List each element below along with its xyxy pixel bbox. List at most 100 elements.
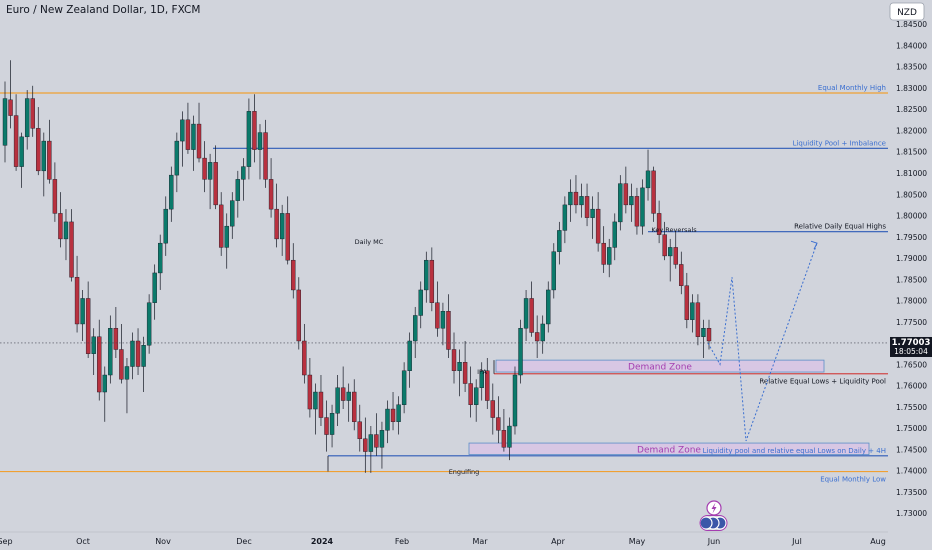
current-price-box bbox=[890, 336, 932, 357]
candle-body bbox=[457, 362, 462, 371]
candle-body bbox=[468, 383, 473, 405]
chart-title: Euro / New Zealand Dollar, 1D, FXCM bbox=[6, 4, 200, 16]
current-price-marker: 1.77003 18:05:04 bbox=[0, 336, 932, 357]
candle-body bbox=[174, 140, 180, 176]
price-tick-label: 1.76500 bbox=[896, 360, 927, 369]
lightning-icon[interactable] bbox=[706, 500, 722, 516]
candle-body bbox=[185, 119, 191, 150]
candle-body bbox=[291, 259, 296, 291]
currency-badge-box[interactable] bbox=[889, 2, 925, 21]
candle-body bbox=[263, 132, 268, 180]
price-tick-label: 1.78000 bbox=[896, 297, 927, 306]
candle-body bbox=[218, 204, 224, 248]
level-label: Relative Daily Equal Highs bbox=[794, 223, 886, 231]
price-tick-label: 1.82500 bbox=[896, 105, 927, 114]
candle-body bbox=[180, 119, 185, 142]
candle-body bbox=[352, 391, 357, 422]
candle-body bbox=[396, 404, 401, 422]
price-tick-label: 1.83500 bbox=[896, 63, 927, 72]
price-tick-label: 1.82000 bbox=[896, 126, 927, 135]
annotations: Daily MC Key Reversals IPA Engulfing bbox=[355, 226, 698, 476]
price-tick-label: 1.75500 bbox=[896, 403, 927, 412]
candle-body bbox=[573, 191, 579, 206]
candle-body bbox=[257, 132, 263, 150]
candle-body bbox=[85, 298, 91, 354]
candle-body bbox=[562, 204, 568, 231]
price-tick-label: 1.80000 bbox=[896, 212, 927, 221]
candle-body bbox=[690, 302, 695, 320]
candle-body bbox=[451, 349, 457, 371]
candle-body bbox=[230, 200, 235, 227]
price-tick-label: 1.84500 bbox=[896, 20, 927, 29]
price-tick-label: 1.75000 bbox=[896, 424, 927, 433]
level-label: Equal Monthly Low bbox=[820, 476, 886, 484]
price-tick-label: 1.74500 bbox=[896, 445, 927, 454]
candle-body bbox=[507, 425, 512, 448]
candle-body bbox=[13, 115, 19, 167]
time-tick-label: Jul bbox=[791, 537, 802, 546]
projection-path bbox=[707, 242, 818, 442]
candle-body bbox=[473, 387, 479, 405]
candle-body bbox=[91, 336, 96, 354]
currency-badge[interactable]: NZD bbox=[889, 2, 925, 21]
candle-body bbox=[213, 162, 218, 206]
price-tick-label: 1.83000 bbox=[896, 84, 927, 93]
price-tick-label: 1.78500 bbox=[896, 275, 927, 284]
annotation-key-reversals: Key Reversals bbox=[651, 226, 697, 234]
candle-body bbox=[385, 408, 390, 431]
time-axis[interactable]: Sep Oct Nov Dec 2024 Feb Mar Apr May Jun Jul Aug bbox=[0, 531, 888, 546]
price-tick-label: 1.76000 bbox=[896, 382, 927, 391]
candle-body bbox=[368, 434, 374, 452]
avatar-group-icon[interactable] bbox=[699, 515, 728, 531]
candle-body bbox=[640, 187, 645, 227]
candle-body bbox=[113, 328, 119, 350]
candle-body bbox=[340, 387, 346, 401]
candle-body bbox=[673, 247, 678, 265]
candle-body bbox=[268, 179, 274, 210]
annotation-ipa: IPA bbox=[477, 368, 487, 376]
time-tick-label: Feb bbox=[395, 537, 409, 546]
candle-body bbox=[523, 298, 529, 329]
currency-badge-text: NZD bbox=[897, 8, 917, 18]
candle-body bbox=[579, 196, 584, 206]
candle-body bbox=[706, 328, 712, 342]
candle-body bbox=[296, 289, 301, 342]
time-tick-label: Oct bbox=[76, 537, 90, 546]
price-tick-label: 1.81000 bbox=[896, 169, 927, 178]
candle-body bbox=[656, 213, 662, 235]
bar-countdown: 18:05:04 bbox=[894, 347, 928, 356]
lightning-icon-glyph bbox=[711, 502, 717, 514]
candle-body bbox=[557, 230, 562, 252]
candle-body bbox=[152, 272, 157, 303]
candle-body bbox=[595, 208, 601, 244]
candle-body bbox=[679, 264, 684, 286]
candle-body bbox=[191, 123, 196, 150]
candle-body bbox=[163, 208, 168, 244]
candle-body bbox=[124, 366, 130, 380]
candle-body bbox=[241, 166, 246, 180]
candle-body bbox=[302, 340, 307, 376]
candle-body bbox=[252, 111, 257, 150]
demand-zone-label: Demand Zone bbox=[637, 445, 701, 455]
candle-body bbox=[224, 225, 229, 248]
level-label: Liquidity Pool + Imbalance bbox=[793, 139, 886, 147]
candle-body bbox=[58, 213, 63, 240]
current-price-value: 1.77003 bbox=[892, 338, 931, 348]
candle-body bbox=[202, 157, 207, 180]
candle-body bbox=[318, 391, 324, 418]
candle-body bbox=[645, 170, 651, 189]
candle-body bbox=[19, 136, 24, 167]
projection-arrowhead bbox=[810, 240, 818, 250]
candle-body bbox=[568, 191, 573, 206]
candle-body bbox=[546, 289, 551, 325]
candle-body bbox=[590, 208, 595, 218]
price-tick-label: 1.84000 bbox=[896, 41, 927, 50]
candle-body bbox=[307, 374, 313, 410]
candle-body bbox=[146, 302, 152, 346]
candle-body bbox=[607, 247, 612, 265]
candle-body bbox=[618, 183, 623, 223]
candle-body bbox=[612, 221, 617, 248]
candle-body bbox=[701, 328, 706, 337]
